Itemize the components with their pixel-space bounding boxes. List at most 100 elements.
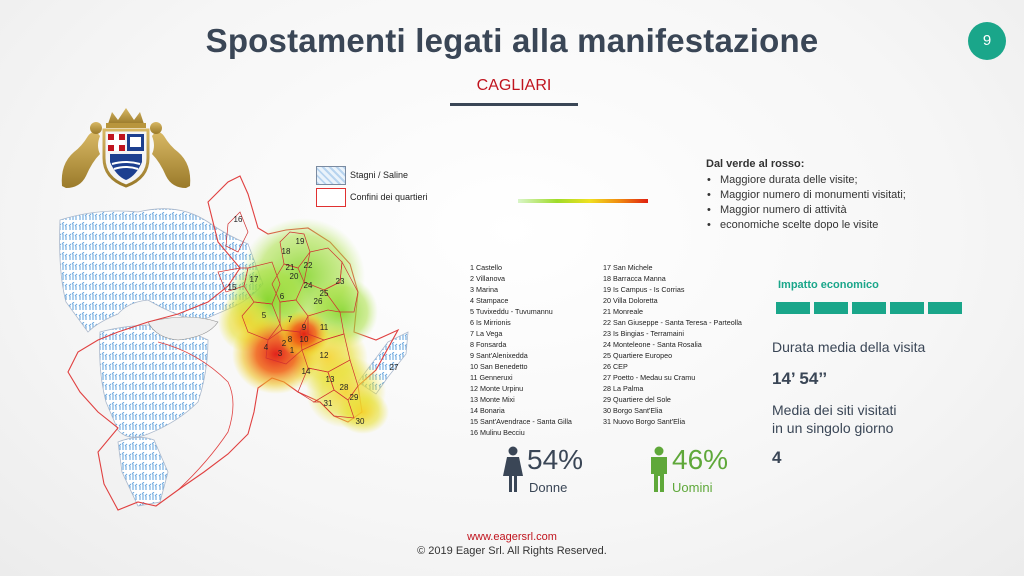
district-list-item: 21 Monreale [603, 307, 643, 316]
sites-visited-label-line1: Media dei siti visitati [772, 402, 897, 418]
sites-visited-label-line2: in un singolo giorno [772, 420, 894, 436]
map-label-10: 10 [300, 335, 309, 344]
economic-bar-segment [890, 302, 924, 314]
map-label-28: 28 [340, 383, 349, 392]
map-label-3: 3 [278, 349, 283, 358]
district-list-item: 16 Mulinu Becciu [470, 428, 525, 437]
map-label-25: 25 [320, 289, 329, 298]
map-label-1: 1 [290, 346, 295, 355]
district-list-item: 13 Monte Mixi [470, 395, 515, 404]
map-label-31: 31 [324, 399, 333, 408]
page-number-badge: 9 [968, 22, 1006, 60]
page-title: Spostamenti legati alla manifestazione [205, 22, 819, 59]
map-label-13: 13 [326, 375, 335, 384]
district-list-item: 31 Nuovo Borgo Sant'Elia [603, 417, 686, 426]
map-label-5: 5 [262, 311, 267, 320]
subtitle-underline [450, 103, 578, 106]
map-label-18: 18 [282, 247, 291, 256]
district-list-item: 4 Stampace [470, 296, 509, 305]
map-label-19: 19 [296, 237, 305, 246]
map-label-14: 14 [302, 367, 311, 376]
district-list-item: 29 Quartiere del Sole [603, 395, 671, 404]
legend-swamp-swatch [316, 166, 346, 185]
website-link[interactable]: www.eagersrl.com [467, 531, 557, 543]
district-list-item: 17 San Michele [603, 263, 653, 272]
district-list-item: 10 San Benedetto [470, 362, 528, 371]
district-list-item: 14 Bonaria [470, 406, 505, 415]
map-label-16: 16 [234, 215, 243, 224]
district-list-item: 18 Barracca Manna [603, 274, 666, 283]
district-list-item: 28 La Palma [603, 384, 644, 393]
city-subtitle: CAGLIARI [476, 77, 552, 94]
map-label-15: 15 [228, 283, 237, 292]
economic-bar-segment [776, 302, 810, 314]
map-label-27: 27 [390, 363, 399, 372]
legend-border-label: Confini dei quartieri [350, 192, 428, 202]
district-heat-map: 1 2 3 4 5 6 7 8 9 10 11 12 13 14 15 16 1… [59, 175, 409, 511]
map-label-9: 9 [302, 323, 307, 332]
map-label-6: 6 [280, 292, 285, 301]
district-list-item: 19 Is Campus - Is Corrias [603, 285, 685, 294]
men-percentage: 46% [672, 444, 729, 475]
map-label-8: 8 [288, 335, 293, 344]
economic-bar-segment [852, 302, 886, 314]
district-list-item: 22 San Giuseppe - Santa Teresa - Parteol… [603, 318, 742, 327]
women-percentage: 54% [527, 444, 584, 475]
woman-icon [503, 446, 523, 492]
color-scale-bar [518, 199, 648, 203]
district-list-item: 20 Villa Doloretta [603, 296, 658, 305]
map-label-21: 21 [286, 263, 295, 272]
district-list-item: 3 Marina [470, 285, 498, 294]
district-list-item: 26 CEP [603, 362, 628, 371]
coat-of-arms-icon [61, 108, 191, 188]
district-list-item: 30 Borgo Sant'Elia [603, 406, 663, 415]
women-label: Donne [529, 480, 568, 495]
district-list-item: 27 Poetto - Medau su Cramu [603, 373, 696, 382]
legend-border-swatch [316, 188, 346, 207]
copyright-notice: © 2019 Eager Srl. All Rights Reserved. [417, 545, 607, 557]
map-label-20: 20 [290, 272, 299, 281]
scale-item: Maggior numero di attività [706, 203, 1006, 218]
map-label-30: 30 [356, 417, 365, 426]
map-label-29: 29 [350, 393, 359, 402]
district-list-right: 17 San Michele 18 Barracca Manna 19 Is Cam… [603, 262, 742, 427]
district-list-left: 1 Castello 2 Villanova 3 Marina 4 Stampace 5… [470, 262, 572, 438]
economic-bar-segment [928, 302, 962, 314]
map-label-7: 7 [288, 315, 293, 324]
map-label-22: 22 [304, 261, 313, 270]
district-list-item: 5 Tuvixeddu - Tuvumannu [470, 307, 553, 316]
map-label-23: 23 [336, 277, 345, 286]
visit-duration-value: 14’ 54’’ [772, 369, 828, 388]
scale-heading: Dal verde al rosso: [706, 158, 805, 170]
scale-item: Maggiore durata delle visite; [706, 173, 1006, 188]
legend-swamp-label: Stagni / Saline [350, 170, 409, 180]
map-label-26: 26 [314, 297, 323, 306]
man-icon [651, 446, 667, 492]
district-list-item: 1 Castello [470, 263, 502, 272]
map-label-2: 2 [282, 339, 287, 348]
scale-explanation-list: Maggiore durata delle visite; Maggior nu… [706, 173, 1006, 233]
scale-item: Maggior numero di monumenti visitati; [706, 188, 1006, 203]
district-list-item: 15 Sant'Avendrace - Santa Gilla [470, 417, 572, 426]
district-list-item: 7 La Vega [470, 329, 503, 338]
map-label-11: 11 [320, 323, 329, 332]
map-label-4: 4 [264, 343, 269, 352]
district-list-item: 24 Monteleone - Santa Rosalia [603, 340, 702, 349]
men-label: Uomini [672, 480, 713, 495]
visit-duration-label: Durata media della visita [772, 339, 926, 355]
economic-bar-segment [814, 302, 848, 314]
economic-impact-title: Impatto economico [778, 279, 879, 291]
district-list-item: 11 Genneruxi [470, 373, 513, 382]
district-list-item: 9 Sant'Alenixedda [470, 351, 528, 360]
district-list-item: 25 Quartiere Europeo [603, 351, 673, 360]
district-list-item: 2 Villanova [470, 274, 506, 283]
district-list-item: 12 Monte Urpinu [470, 384, 524, 393]
district-list-item: 23 Is Bingias - Terramaini [603, 329, 684, 338]
scale-item-continued: economiche scelte dopo le visite [706, 218, 1006, 233]
map-label-17: 17 [250, 275, 259, 284]
district-list-item: 6 Is Mirrionis [470, 318, 511, 327]
district-list-item: 8 Fonsarda [470, 340, 507, 349]
sites-visited-value: 4 [772, 448, 782, 467]
map-label-24: 24 [304, 281, 313, 290]
map-label-12: 12 [320, 351, 329, 360]
